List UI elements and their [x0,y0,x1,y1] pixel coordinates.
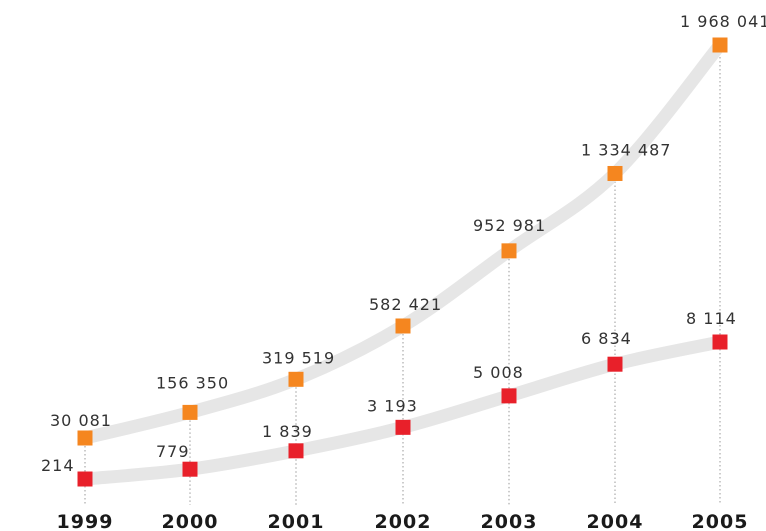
data-point-marker [395,318,411,334]
data-point-marker [182,404,198,420]
data-label: 1 968 041 [680,12,766,31]
data-label: 1 334 487 [581,140,671,159]
data-point-marker [395,419,411,435]
data-label: 582 421 [369,295,442,314]
data-label: 6 834 [581,329,632,348]
x-tick-label: 2001 [268,511,325,531]
x-tick-label: 2005 [692,511,749,531]
data-label: 214 [41,456,75,475]
x-tick-label: 2002 [375,511,432,531]
data-point-marker [77,430,93,446]
data-point-marker [77,471,93,487]
data-point-marker [607,165,623,181]
data-label: 156 350 [156,373,229,392]
data-label: 30 081 [50,411,112,430]
data-label: 3 193 [367,396,418,415]
data-point-marker [712,37,728,53]
data-label: 5 008 [473,363,524,382]
data-label: 952 981 [473,216,546,235]
x-tick-label: 2004 [587,511,644,531]
data-point-marker [501,243,517,259]
x-tick-label: 2003 [481,511,538,531]
x-tick-label: 2000 [162,511,219,531]
data-point-marker [712,334,728,350]
data-point-marker [288,443,304,459]
data-label: 8 114 [686,309,737,328]
data-point-marker [182,461,198,477]
data-label: 779 [156,442,190,461]
x-tick-label: 1999 [57,511,114,531]
data-point-marker [501,388,517,404]
data-point-marker [288,371,304,387]
data-label: 319 519 [262,348,335,367]
data-label: 1 839 [262,422,313,441]
data-point-marker [607,356,623,372]
